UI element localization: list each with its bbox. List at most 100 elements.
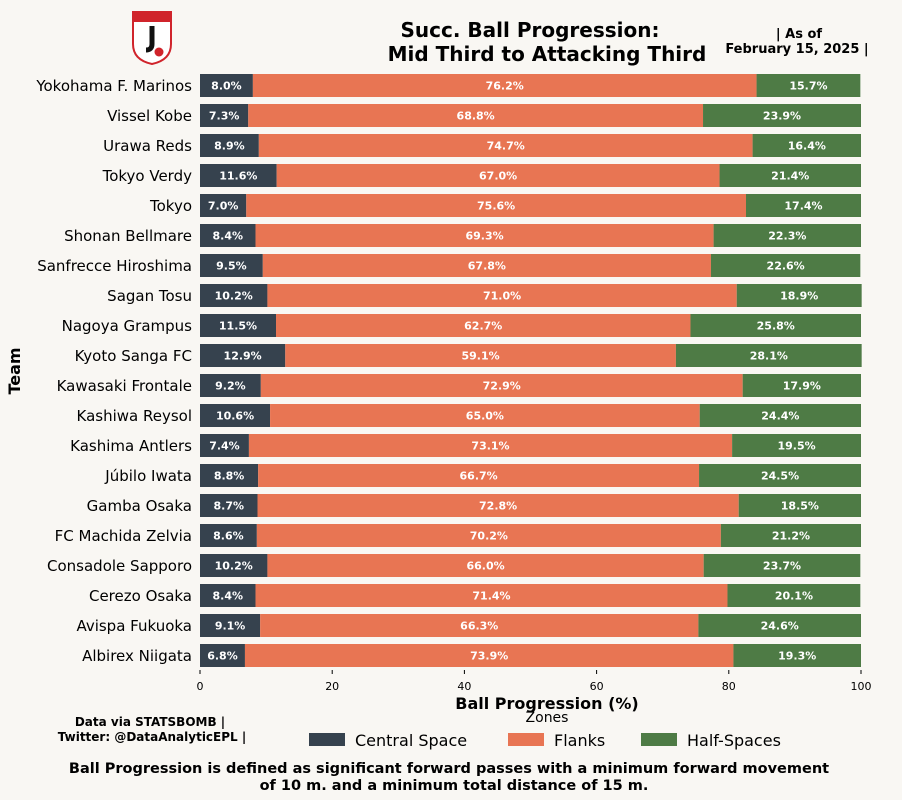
bar-value-label: 17.9% [783, 380, 821, 393]
team-label: Kyoto Sanga FC [75, 347, 192, 365]
bar-value-label: 6.8% [207, 650, 238, 663]
legend-label: Flanks [554, 731, 605, 750]
bar-segment [246, 194, 746, 217]
bar-segment [244, 644, 734, 667]
bar-value-label: 8.0% [211, 80, 242, 93]
team-label: Consadole Sapporo [47, 557, 192, 575]
bar-value-label: 75.6% [477, 200, 515, 213]
bar-segment [738, 494, 861, 517]
x-axis-title: Ball Progression (%) [455, 694, 638, 713]
bar-value-label: 23.7% [763, 560, 801, 573]
legend: Central Space Flanks Half-Spaces [309, 731, 781, 750]
bar-segment [200, 374, 261, 397]
bar-value-label: 19.5% [777, 440, 815, 453]
bar-segment [699, 404, 861, 427]
bar-value-label: 8.6% [213, 530, 244, 543]
bar-value-label: 28.1% [750, 350, 788, 363]
bar-segment [248, 434, 733, 457]
bar-value-label: 18.9% [780, 290, 818, 303]
bar-segment [255, 224, 714, 247]
bar-segment [200, 614, 261, 637]
team-label: Kawasaki Frontale [57, 377, 192, 395]
legend-title: Zones [526, 710, 569, 726]
bar-value-label: 15.7% [789, 80, 827, 93]
bar-value-label: 24.6% [761, 620, 799, 633]
legend-label: Central Space [355, 731, 467, 750]
bar-value-label: 10.2% [215, 560, 253, 573]
bar-value-label: 7.4% [209, 440, 240, 453]
bar-segment [200, 494, 258, 517]
bar-segment [675, 344, 862, 367]
bar-value-label: 8.8% [214, 470, 245, 483]
chart-title-line-1: Succ. Ball Progression: [401, 18, 660, 42]
team-label: Albirex Niigata [82, 647, 192, 665]
j-league-logo [132, 11, 172, 66]
bar-segment [710, 254, 861, 277]
bar-value-label: 65.0% [466, 410, 504, 423]
team-labels: Yokohama F. Marinos Vissel Kobe Urawa Reds… [35, 77, 192, 665]
bar-segment [200, 404, 271, 427]
bar-segment [200, 584, 256, 607]
bar-value-label: 17.4% [784, 200, 822, 213]
bar-value-label: 59.1% [462, 350, 500, 363]
bar-value-label: 71.4% [472, 590, 510, 603]
team-label: Sagan Tosu [107, 287, 192, 305]
bar-value-label: 24.5% [761, 470, 799, 483]
team-label: Yokohama F. Marinos [35, 77, 192, 95]
bar-segment [200, 344, 286, 367]
bar-segment [703, 554, 861, 577]
bar-segment [262, 254, 711, 277]
bar-segment [200, 524, 257, 547]
legend-swatch [641, 733, 677, 746]
bar-value-label: 16.4% [788, 140, 826, 153]
bar-segment [270, 404, 700, 427]
team-label: FC Machida Zelvia [55, 527, 192, 545]
x-tick-label: 60 [590, 680, 604, 693]
bar-segment [267, 554, 704, 577]
bar-value-label: 7.0% [208, 200, 239, 213]
bar-segment [285, 344, 676, 367]
bar-value-label: 11.5% [219, 320, 257, 333]
bar-segment [720, 524, 861, 547]
team-label: Kashiwa Reysol [77, 407, 193, 425]
bar-segment [752, 134, 861, 157]
bar-segment [200, 554, 268, 577]
bar-segment [690, 314, 861, 337]
team-label: Kashima Antlers [70, 437, 192, 455]
x-axis-ticks: 0 20 40 60 80 100 [197, 670, 872, 693]
bar-value-label: 23.9% [763, 110, 801, 123]
bar-segment [200, 284, 268, 307]
footnote-line-2: of 10 m. and a minimum total distance of… [260, 778, 649, 794]
bar-segment [719, 164, 861, 187]
bar-value-label: 21.4% [771, 170, 809, 183]
credit-line-2: Twitter: @DataAnalyticEPL | [58, 730, 247, 744]
bar-segment [276, 164, 720, 187]
bar-value-label: 73.1% [471, 440, 509, 453]
bar-segment [733, 644, 861, 667]
bar-value-label: 8.7% [213, 500, 244, 513]
team-label: Júbilo Iwata [104, 467, 192, 485]
bar-segment [756, 74, 861, 97]
bar-value-label: 12.9% [224, 350, 262, 363]
bar-segment [742, 374, 861, 397]
team-label: Tokyo Verdy [102, 167, 193, 185]
team-label: Vissel Kobe [107, 107, 192, 125]
bar-value-label: 8.4% [213, 230, 244, 243]
bar-segment [200, 464, 259, 487]
legend-label: Half-Spaces [687, 731, 781, 750]
bar-value-label: 66.3% [460, 620, 498, 633]
bars: 8.0% 76.2% 15.7% 7.3% 68.8% 23.9% 8.9% 74.7% 16.… [200, 74, 862, 667]
team-label: Tokyo [149, 197, 192, 215]
bar-segment [200, 194, 247, 217]
bar-segment [255, 584, 728, 607]
bar-segment [267, 284, 737, 307]
team-label: Urawa Reds [103, 137, 192, 155]
bar-segment [252, 74, 757, 97]
bar-value-label: 10.2% [215, 290, 253, 303]
bar-value-label: 8.4% [213, 590, 244, 603]
y-axis-title: Team [5, 347, 24, 394]
bar-value-label: 68.8% [457, 110, 495, 123]
x-tick-label: 20 [325, 680, 339, 693]
bar-value-label: 71.0% [483, 290, 521, 303]
